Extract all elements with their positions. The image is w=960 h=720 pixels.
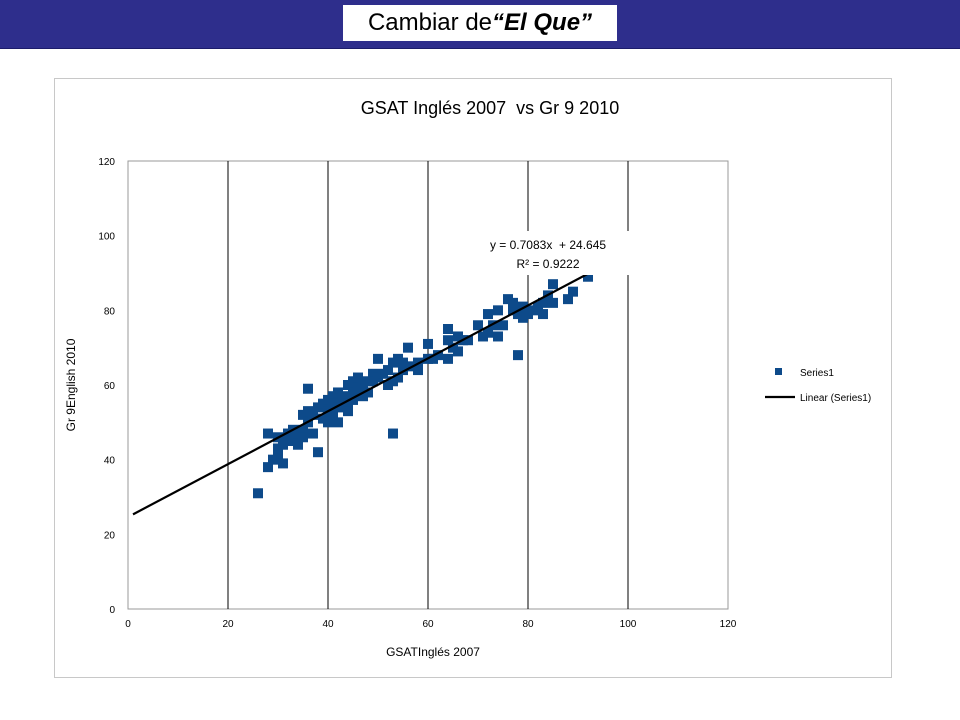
data-point	[443, 335, 453, 346]
data-point	[568, 286, 578, 297]
data-point	[313, 447, 323, 458]
data-point	[333, 417, 343, 428]
x-tick-label: 20	[222, 619, 234, 630]
data-point	[293, 439, 303, 450]
data-point	[443, 324, 453, 334]
data-point	[443, 353, 453, 364]
axis-ticks: 0 20 40 60 80 100 120 0 20 40 60 80 100 120	[98, 157, 736, 630]
chart-title: GSAT Inglés 2007 vs Gr 9 2010	[361, 98, 619, 118]
data-point	[273, 450, 283, 461]
data-point	[518, 301, 528, 312]
data-point	[453, 346, 463, 357]
trendline-label-group: y = 0.7083x + 24.645 R² = 0.9222	[459, 231, 637, 275]
data-point	[538, 309, 548, 320]
data-point	[488, 320, 498, 331]
legend: Series1 Linear (Series1)	[765, 368, 871, 404]
data-point	[333, 402, 343, 413]
data-point	[403, 342, 413, 353]
y-tick-label: 100	[98, 232, 115, 243]
data-point	[373, 353, 383, 364]
data-point	[538, 297, 548, 308]
data-point	[343, 406, 353, 417]
data-point	[463, 335, 473, 346]
data-point	[303, 383, 313, 394]
data-point	[393, 372, 403, 383]
x-tick-label: 100	[620, 619, 637, 630]
data-point	[473, 320, 483, 331]
legend-series1-label: Series1	[800, 368, 834, 379]
data-point	[583, 271, 593, 282]
data-point	[323, 417, 333, 428]
slide-header-bar: Cambiar de “El Que”	[0, 0, 960, 49]
data-point	[548, 279, 558, 290]
y-tick-label: 80	[104, 306, 116, 317]
x-tick-label: 0	[125, 619, 131, 630]
data-point	[433, 350, 443, 361]
slide-title: Cambiar de “El Que”	[342, 4, 618, 42]
data-point	[253, 488, 263, 499]
data-point	[278, 458, 288, 469]
data-point	[493, 305, 503, 316]
trendline-layer	[132, 251, 629, 516]
trendline-label-bg	[459, 231, 637, 275]
data-point	[328, 409, 338, 420]
y-axis-label: Gr 9English 2010	[64, 338, 78, 431]
data-point	[398, 365, 408, 376]
data-point	[498, 320, 508, 331]
data-point	[483, 327, 493, 338]
data-point	[263, 462, 273, 473]
data-point	[508, 297, 518, 308]
legend-trendline-label: Linear (Series1)	[800, 393, 871, 404]
data-point	[483, 309, 493, 320]
slide-title-emphasis: “El Que”	[492, 9, 593, 36]
y-tick-label: 40	[104, 456, 116, 467]
data-point	[513, 350, 523, 361]
trendline-equation: y = 0.7083x + 24.645	[490, 238, 606, 252]
x-tick-label: 40	[322, 619, 334, 630]
data-point	[298, 432, 308, 443]
legend-series1-marker	[775, 368, 782, 375]
data-point	[363, 387, 373, 398]
data-point	[388, 428, 398, 439]
y-tick-label: 0	[109, 605, 115, 616]
trendline	[132, 251, 629, 516]
y-tick-label: 60	[104, 381, 116, 392]
data-point	[548, 297, 558, 308]
data-point	[563, 294, 573, 305]
x-tick-label: 60	[422, 619, 434, 630]
data-point	[353, 372, 363, 383]
data-point	[423, 338, 433, 349]
x-tick-label: 80	[522, 619, 534, 630]
y-tick-label: 20	[104, 530, 116, 541]
data-point	[338, 391, 348, 402]
y-tick-label: 120	[98, 157, 115, 168]
data-point	[348, 394, 358, 405]
data-point	[493, 331, 503, 342]
data-point	[263, 428, 273, 439]
data-point	[308, 409, 318, 420]
chart-frame: GSAT Inglés 2007 vs Gr 9 2010 0 20 40 60 80 1…	[54, 78, 892, 678]
x-tick-label: 120	[720, 619, 737, 630]
slide-title-prefix: Cambiar de	[367, 9, 493, 36]
trendline-r2: R² = 0.9222	[516, 257, 579, 271]
data-point	[308, 428, 318, 439]
data-point	[398, 357, 408, 368]
data-point	[298, 424, 308, 435]
scatter-chart: GSAT Inglés 2007 vs Gr 9 2010 0 20 40 60 80 1…	[64, 98, 871, 659]
data-point	[383, 365, 393, 376]
data-point	[413, 365, 423, 376]
x-axis-label: GSATInglés 2007	[386, 645, 480, 659]
